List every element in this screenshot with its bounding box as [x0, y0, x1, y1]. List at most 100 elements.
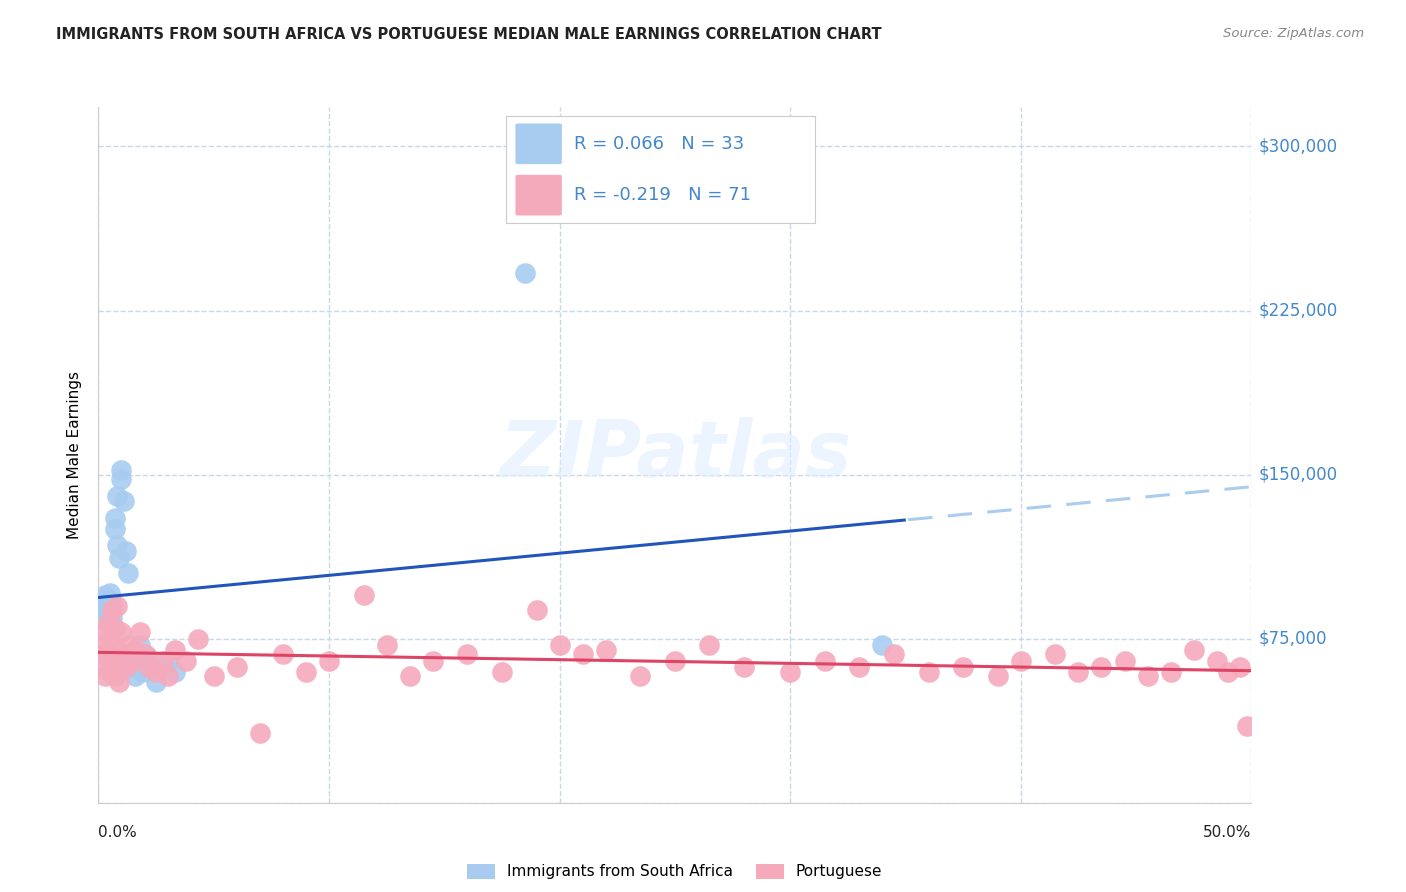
- Text: Source: ZipAtlas.com: Source: ZipAtlas.com: [1223, 27, 1364, 40]
- Point: [1160, 665, 1182, 679]
- Point: [1090, 660, 1112, 674]
- Point: [129, 638, 152, 652]
- Point: [202, 669, 225, 683]
- Point: [103, 621, 125, 635]
- Point: [1045, 647, 1067, 661]
- Point: [108, 660, 131, 674]
- Point: [187, 632, 209, 646]
- Point: [94, 603, 117, 617]
- Text: ZIPatlas: ZIPatlas: [499, 417, 851, 493]
- Point: [127, 654, 149, 668]
- FancyBboxPatch shape: [516, 123, 562, 164]
- Point: [110, 463, 132, 477]
- Point: [110, 472, 132, 486]
- Point: [848, 660, 870, 674]
- Point: [101, 610, 124, 624]
- Point: [115, 544, 138, 558]
- Point: [117, 566, 139, 580]
- Point: [664, 654, 686, 668]
- Point: [1218, 665, 1240, 679]
- Point: [1182, 642, 1205, 657]
- Point: [733, 660, 755, 674]
- Point: [98, 586, 121, 600]
- Point: [112, 494, 135, 508]
- Point: [491, 665, 513, 679]
- Point: [108, 675, 131, 690]
- Legend: Immigrants from South Africa, Portuguese: Immigrants from South Africa, Portuguese: [461, 857, 889, 886]
- Point: [124, 642, 146, 657]
- Point: [94, 625, 117, 640]
- Point: [699, 638, 721, 652]
- Point: [101, 597, 124, 611]
- Point: [103, 522, 125, 536]
- Point: [138, 660, 160, 674]
- Point: [129, 625, 152, 640]
- Point: [814, 654, 837, 668]
- Point: [952, 660, 974, 674]
- Point: [98, 616, 121, 631]
- Point: [105, 642, 128, 657]
- Point: [271, 647, 294, 661]
- Point: [122, 647, 145, 661]
- Point: [152, 654, 174, 668]
- Point: [1114, 654, 1136, 668]
- Point: [145, 675, 167, 690]
- Point: [105, 490, 128, 504]
- Text: $225,000: $225,000: [1258, 301, 1337, 319]
- Point: [1010, 654, 1032, 668]
- Point: [628, 669, 651, 683]
- Point: [97, 647, 120, 661]
- Point: [318, 654, 340, 668]
- Point: [122, 654, 145, 668]
- Point: [91, 594, 114, 608]
- Point: [103, 511, 125, 525]
- Point: [883, 647, 905, 661]
- Point: [1136, 669, 1159, 683]
- Point: [94, 669, 117, 683]
- Point: [156, 654, 179, 668]
- Point: [98, 601, 121, 615]
- Point: [117, 638, 139, 652]
- Point: [97, 616, 120, 631]
- Point: [225, 660, 247, 674]
- Point: [295, 665, 318, 679]
- Point: [105, 599, 128, 613]
- Text: R = 0.066   N = 33: R = 0.066 N = 33: [574, 135, 744, 153]
- Text: IMMIGRANTS FROM SOUTH AFRICA VS PORTUGUESE MEDIAN MALE EARNINGS CORRELATION CHAR: IMMIGRANTS FROM SOUTH AFRICA VS PORTUGUE…: [56, 27, 882, 42]
- Point: [105, 538, 128, 552]
- Point: [124, 669, 146, 683]
- Point: [779, 665, 801, 679]
- Point: [571, 647, 593, 661]
- Text: 0.0%: 0.0%: [98, 825, 138, 840]
- Point: [94, 588, 117, 602]
- Point: [90, 647, 112, 661]
- Text: $75,000: $75,000: [1258, 630, 1327, 648]
- Point: [1236, 719, 1258, 733]
- Point: [456, 647, 478, 661]
- Point: [101, 654, 124, 668]
- Point: [97, 592, 120, 607]
- Point: [134, 647, 156, 661]
- Point: [249, 726, 271, 740]
- Point: [91, 638, 114, 652]
- Point: [141, 660, 163, 674]
- Point: [103, 669, 125, 683]
- Point: [135, 649, 157, 664]
- Point: [872, 638, 894, 652]
- Text: 50.0%: 50.0%: [1204, 825, 1251, 840]
- Point: [526, 603, 548, 617]
- Point: [97, 610, 120, 624]
- Point: [398, 669, 420, 683]
- Point: [353, 588, 375, 602]
- Point: [145, 665, 167, 679]
- Point: [548, 638, 571, 652]
- Point: [112, 647, 135, 661]
- Point: [917, 665, 939, 679]
- Text: $300,000: $300,000: [1258, 137, 1337, 155]
- Point: [163, 642, 186, 657]
- Point: [513, 266, 536, 280]
- Point: [1205, 654, 1227, 668]
- Point: [595, 642, 617, 657]
- Point: [422, 654, 444, 668]
- Point: [91, 660, 114, 674]
